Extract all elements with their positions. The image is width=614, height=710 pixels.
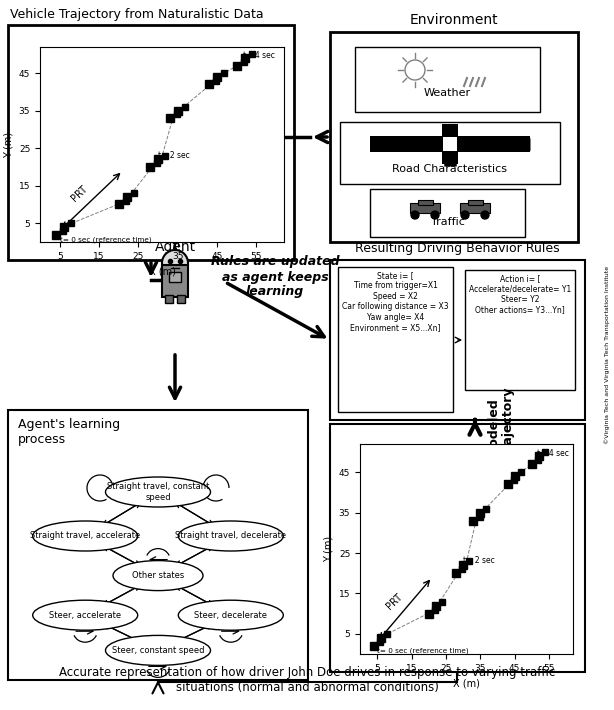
Bar <box>8 25 294 260</box>
Circle shape <box>162 250 188 276</box>
Bar <box>330 424 585 672</box>
Text: Accurate representation of how driver John Doe drives in response to varying tra: Accurate representation of how driver Jo… <box>59 666 555 694</box>
Text: PRT: PRT <box>69 183 89 203</box>
Text: Environment: Environment <box>410 13 499 27</box>
Text: Action i= [
Accelerate/decelerate= Y1
Steer= Y2
Other actions= Y3...Yn]: Action i= [ Accelerate/decelerate= Y1 St… <box>469 274 571 315</box>
Text: t= 4 sec: t= 4 sec <box>243 51 274 60</box>
Y-axis label: Y (m): Y (m) <box>323 536 333 562</box>
Circle shape <box>479 57 495 73</box>
Text: t= 2 sec: t= 2 sec <box>158 151 190 160</box>
Bar <box>162 265 188 297</box>
Ellipse shape <box>106 477 211 507</box>
Bar <box>177 295 185 303</box>
Text: Straight travel, accelerate: Straight travel, accelerate <box>30 532 141 540</box>
X-axis label: X (m): X (m) <box>149 266 176 276</box>
Text: t= 2 sec: t= 2 sec <box>463 556 495 565</box>
Bar <box>338 267 453 412</box>
Bar <box>443 137 457 151</box>
Text: t= 0 sec (reference time): t= 0 sec (reference time) <box>60 236 151 243</box>
Ellipse shape <box>106 635 211 665</box>
Bar <box>418 200 433 205</box>
Circle shape <box>481 211 489 219</box>
Text: Modeled
Trajectory: Modeled Trajectory <box>487 387 515 457</box>
Text: Rules are updated
as agent keeps
learning: Rules are updated as agent keeps learnin… <box>211 256 340 298</box>
Ellipse shape <box>33 521 138 551</box>
Bar <box>340 122 560 184</box>
Bar <box>169 272 181 282</box>
Ellipse shape <box>178 521 283 551</box>
Ellipse shape <box>33 600 138 630</box>
Bar <box>165 295 173 303</box>
Text: Straight travel, decelerate: Straight travel, decelerate <box>175 532 286 540</box>
Bar <box>468 200 483 205</box>
Bar <box>370 136 530 152</box>
Text: State i= [
Time from trigger=X1
Speed = X2
Car following distance = X3
Yaw angle: State i= [ Time from trigger=X1 Speed = … <box>342 271 449 332</box>
Bar <box>330 32 578 242</box>
Bar <box>442 124 458 164</box>
Text: Resulting Driving Behavior Rules: Resulting Driving Behavior Rules <box>355 242 560 255</box>
Circle shape <box>461 211 469 219</box>
Text: t= 0 sec (reference time): t= 0 sec (reference time) <box>377 648 469 655</box>
Circle shape <box>411 211 419 219</box>
Bar <box>410 203 440 213</box>
Text: Steer, constant speed: Steer, constant speed <box>112 646 204 655</box>
Y-axis label: Y (m): Y (m) <box>3 131 14 158</box>
Bar <box>330 260 585 420</box>
Text: Vehicle Trajectory from Naturalistic Data: Vehicle Trajectory from Naturalistic Dat… <box>10 8 263 21</box>
X-axis label: X (m): X (m) <box>453 678 480 688</box>
Circle shape <box>458 60 472 74</box>
Text: Steer, decelerate: Steer, decelerate <box>194 611 267 620</box>
Text: Straight travel, constant
speed: Straight travel, constant speed <box>107 482 209 502</box>
Bar <box>460 203 490 213</box>
Text: PRT: PRT <box>384 591 404 611</box>
Text: Steer, accelerate: Steer, accelerate <box>49 611 121 620</box>
Text: Agent: Agent <box>155 240 196 254</box>
Text: Traffic: Traffic <box>430 217 464 227</box>
Circle shape <box>465 58 485 78</box>
Text: Agent's learning
process: Agent's learning process <box>18 418 120 446</box>
Ellipse shape <box>113 561 203 591</box>
Ellipse shape <box>178 600 283 630</box>
Text: Other states: Other states <box>132 571 184 580</box>
Text: Road Characteristics: Road Characteristics <box>392 164 508 174</box>
Bar <box>370 189 525 237</box>
Bar <box>8 410 308 680</box>
Text: Weather: Weather <box>424 88 471 98</box>
Bar <box>355 47 540 112</box>
Circle shape <box>173 240 177 244</box>
Bar <box>465 270 575 390</box>
Text: t= 4 sec: t= 4 sec <box>537 449 569 458</box>
Circle shape <box>431 211 439 219</box>
Text: ©Virginia Tech and Virginia Tech Transportation Institute: ©Virginia Tech and Virginia Tech Transpo… <box>604 266 610 444</box>
